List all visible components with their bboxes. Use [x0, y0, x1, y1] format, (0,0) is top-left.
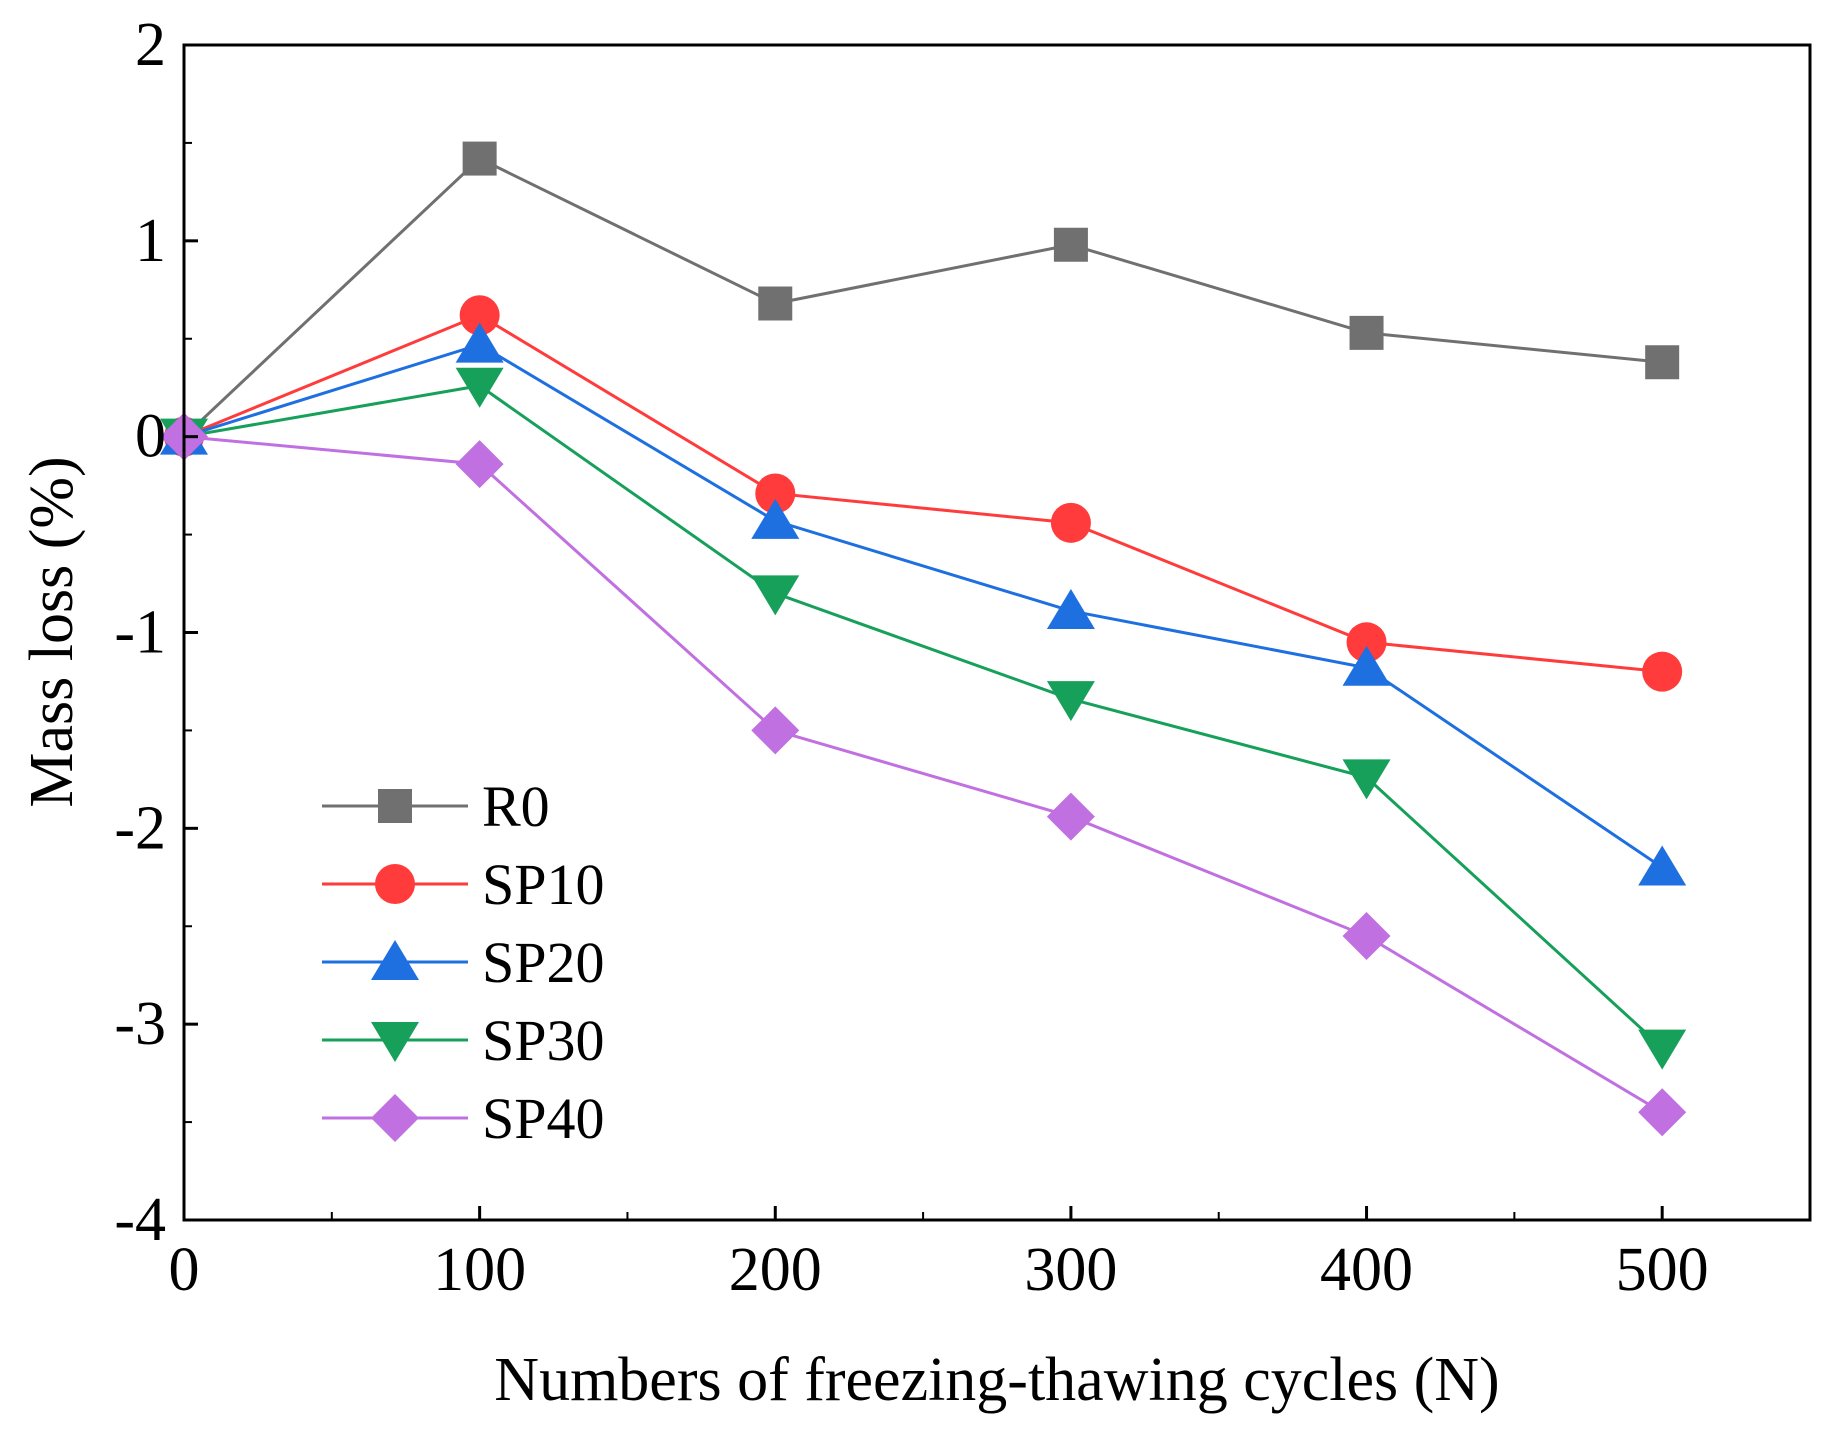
y-tick-label: -4 — [114, 1186, 166, 1254]
y-tick-label: 2 — [135, 11, 166, 79]
legend: R0 SP10 SP20 SP30 SP40 — [322, 774, 605, 1151]
data-point — [1046, 588, 1095, 629]
y-tick-label: 0 — [135, 403, 166, 471]
data-point — [751, 706, 800, 755]
data-point — [1053, 227, 1088, 262]
x-tick-label: 200 — [729, 1236, 822, 1304]
data-point — [455, 440, 504, 489]
data-point — [758, 286, 793, 321]
x-axis-title: Numbers of freezing-thawing cycles (N) — [494, 1346, 1499, 1414]
data-point — [1050, 502, 1091, 543]
series-line — [182, 156, 1663, 438]
y-tick-label: -1 — [114, 599, 166, 667]
x-tick-label: 100 — [433, 1236, 526, 1304]
legend-marker — [371, 1022, 419, 1062]
data-point — [1638, 1029, 1687, 1070]
legend-marker — [371, 1094, 419, 1142]
ticks-layer: 0 100 200 300 400 500 -4 -3 -2 -1 0 1 2 — [114, 11, 1708, 1304]
series-sp30 — [160, 367, 1687, 1070]
legend-marker — [378, 789, 412, 823]
legend-marker — [375, 864, 415, 904]
legend-item-sp10: SP10 — [322, 852, 605, 917]
legend-label: SP30 — [482, 1008, 605, 1073]
y-axis-title: Mass loss (%) — [18, 456, 86, 807]
y-tick-label: 1 — [135, 207, 166, 275]
x-tick-label: 300 — [1024, 1236, 1117, 1304]
series-r0 — [167, 141, 1680, 454]
data-point — [462, 141, 497, 176]
legend-label: SP20 — [482, 930, 605, 995]
data-point — [755, 473, 796, 514]
y-tick-label: -2 — [114, 794, 166, 862]
data-point — [1342, 645, 1391, 686]
data-point — [1645, 345, 1680, 380]
x-tick-label: 500 — [1616, 1236, 1709, 1304]
data-point — [751, 498, 800, 539]
data-point — [1342, 912, 1391, 961]
data-point — [1046, 792, 1095, 841]
data-point — [1342, 759, 1391, 800]
legend-marker — [371, 940, 419, 980]
legend-label: R0 — [482, 774, 550, 839]
data-point — [455, 367, 504, 408]
legend-item-sp30: SP30 — [322, 1008, 605, 1073]
series-line — [183, 384, 1664, 1049]
data-point — [751, 575, 800, 616]
data-point — [1046, 681, 1095, 722]
x-tick-label: 400 — [1320, 1236, 1413, 1304]
data-point — [1349, 315, 1384, 350]
series-line — [183, 435, 1663, 1114]
x-tick-label: 0 — [169, 1236, 200, 1304]
data-point — [459, 295, 500, 336]
series-sp10 — [164, 295, 1683, 692]
data-point — [1638, 845, 1687, 886]
legend-label: SP40 — [482, 1086, 605, 1151]
series-line — [183, 313, 1663, 674]
series-layer — [160, 141, 1687, 1137]
legend-item-sp40: SP40 — [322, 1086, 605, 1151]
legend-label: SP10 — [482, 852, 605, 917]
series-sp40 — [160, 412, 1687, 1137]
legend-item-sp20: SP20 — [322, 930, 605, 995]
y-tick-label: -3 — [114, 990, 166, 1058]
data-point — [1642, 651, 1683, 692]
legend-item-r0: R0 — [322, 774, 550, 839]
series-line — [183, 342, 1664, 869]
data-point — [455, 322, 504, 363]
data-point — [1638, 1088, 1687, 1137]
plot-frame — [182, 43, 1812, 1222]
data-point — [1346, 622, 1387, 663]
